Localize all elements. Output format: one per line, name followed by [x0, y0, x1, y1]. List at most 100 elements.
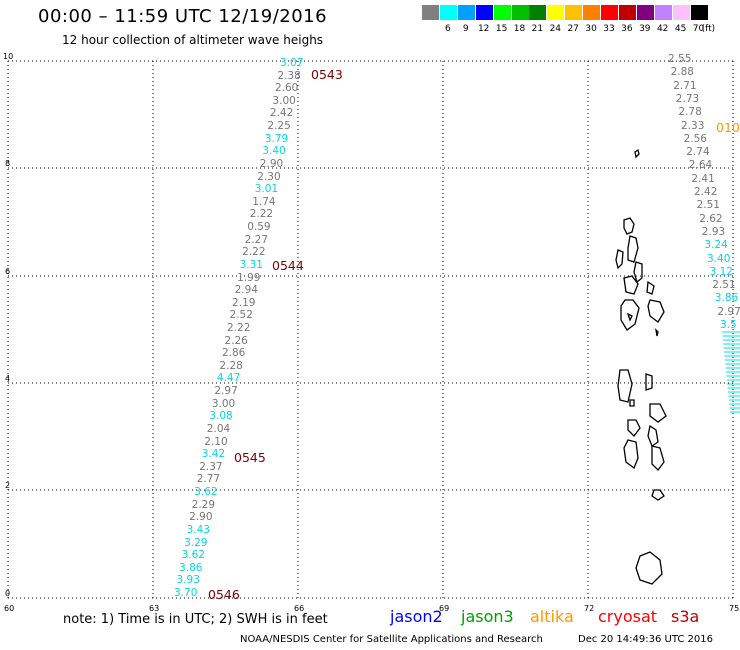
- scale-label: 70: [692, 24, 705, 34]
- track2-dash-marks: [722, 331, 740, 413]
- island-outline: [647, 424, 659, 447]
- scale-swatch: [636, 5, 654, 20]
- island-outline: [635, 551, 663, 585]
- track2-value: 2.71: [673, 79, 697, 92]
- satellite-name: jason3: [461, 607, 514, 626]
- track2-value: 2.88: [670, 66, 694, 79]
- island-outline: [651, 445, 665, 471]
- scale-swatch: [654, 5, 672, 20]
- track2-value: 2.73: [675, 92, 700, 105]
- island-outline: [647, 299, 665, 323]
- island-outline: [617, 369, 633, 403]
- coastline-islands: [615, 148, 667, 585]
- track1-value: 2.90: [259, 157, 284, 170]
- track1-value: 3.42: [201, 448, 226, 461]
- x-tick-label: 66: [294, 604, 305, 613]
- track1-value: 3.93: [176, 574, 200, 587]
- scale-swatch: [511, 5, 529, 20]
- track1-value: 3.07: [280, 57, 304, 69]
- track1-value: 0.59: [247, 221, 271, 234]
- pass-time: 0544: [272, 258, 304, 273]
- scale-label: 33: [603, 24, 615, 34]
- track1-value: 3.79: [264, 132, 289, 145]
- track1-value: 2.04: [206, 422, 231, 435]
- x-tick-label: 63: [149, 604, 160, 613]
- island-outline: [646, 280, 655, 295]
- track1-value: 2.94: [234, 284, 258, 297]
- track1-value: 2.29: [191, 498, 216, 511]
- track1-value: 2.22: [249, 208, 274, 221]
- island-outline: [623, 439, 639, 470]
- track1-value: 2.22: [242, 246, 266, 259]
- y-tick-label: 2: [5, 481, 11, 490]
- satellite-name: jason2: [390, 607, 443, 626]
- scale-swatch: [529, 5, 547, 20]
- track1-value: 2.77: [196, 473, 221, 486]
- pass-time: 010: [716, 120, 740, 135]
- track1-value: 4.47: [216, 372, 241, 385]
- track2-value: 2.51: [712, 279, 736, 292]
- track1-value: 2.37: [199, 460, 223, 473]
- track1-value: 3.62: [194, 486, 218, 499]
- x-tick-label: 72: [584, 604, 595, 613]
- track2-value: 2.55: [668, 53, 692, 65]
- track1-value: 2.60: [274, 82, 299, 95]
- y-tick-label: 8: [5, 159, 11, 168]
- track1-value: 2.38: [277, 69, 301, 82]
- track2-value: 2.51: [696, 199, 720, 212]
- scale-swatch: [672, 5, 690, 20]
- satellite-name: s3a: [671, 607, 700, 626]
- track2-value: 2.62: [699, 212, 723, 225]
- scale-label: 30: [585, 24, 597, 34]
- track2-value: 3.5: [720, 319, 737, 331]
- scale-swatch: [547, 5, 565, 20]
- island-outline: [623, 217, 635, 235]
- track1-value: 3.62: [181, 549, 205, 562]
- island-outline: [633, 261, 643, 284]
- y-tick-label: 4: [5, 374, 11, 383]
- track1-value: 2.30: [257, 170, 281, 183]
- scale-swatch: [583, 5, 601, 20]
- scale-label: 39: [639, 24, 651, 34]
- track1-value: 2.86: [221, 347, 246, 360]
- x-tick-label: 75: [729, 604, 740, 613]
- scale-label: 18: [513, 24, 526, 34]
- scale-label: 12: [477, 24, 490, 34]
- scale-label: 15: [495, 24, 508, 34]
- track1-value: 2.26: [224, 334, 248, 347]
- track1-value: 3.00: [272, 94, 296, 107]
- satellite-name: cryosat: [598, 607, 658, 626]
- x-tick-label: 60: [4, 604, 15, 613]
- track1-value: 2.42: [269, 107, 294, 120]
- island-outline: [645, 373, 653, 391]
- map-grid: [7, 60, 734, 599]
- track1-value: 2.22: [227, 322, 251, 334]
- track1-value: 2.25: [267, 120, 291, 133]
- pass-time: 0545: [234, 450, 266, 465]
- track2-value: 2.93: [701, 225, 726, 238]
- scale-swatch: [475, 5, 493, 20]
- track2-value: 2.42: [694, 186, 718, 198]
- y-tick-label: 6: [5, 267, 11, 276]
- track1-value: 3.70: [174, 587, 198, 599]
- credit-text: NOAA/NESDIS Center for Satellite Applica…: [240, 634, 543, 645]
- track1-value: 2.90: [189, 511, 213, 524]
- island-outline: [649, 403, 667, 423]
- track1-value: 3.40: [262, 145, 286, 158]
- track2-value: 2.74: [686, 146, 710, 159]
- track2-value: 2.64: [688, 159, 713, 172]
- scale-label: 27: [567, 24, 579, 34]
- island-outline: [627, 419, 641, 437]
- track2-value: 2.56: [683, 132, 707, 145]
- scale-swatch: [439, 5, 457, 20]
- track1-value: 2.27: [244, 233, 269, 246]
- track2-value: 2.33: [681, 119, 705, 132]
- scale-swatch: [422, 5, 439, 20]
- y-tick-label: 0: [5, 589, 11, 598]
- track2-value: 3.40: [707, 252, 731, 265]
- scale-label: 36: [621, 24, 633, 34]
- track1-value: 1.74: [252, 195, 276, 208]
- track1-value: 2.97: [214, 385, 238, 398]
- island-outline: [634, 148, 640, 159]
- track1-value: 3.01: [254, 183, 279, 196]
